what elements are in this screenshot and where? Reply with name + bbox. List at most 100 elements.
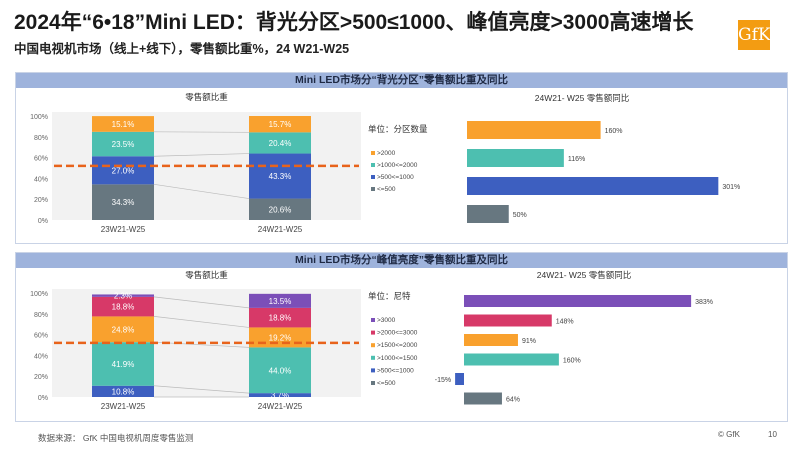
yoy-bar	[464, 295, 692, 307]
data-label: 3.7%	[271, 391, 289, 400]
connector-line	[153, 131, 250, 133]
y-tick-label: 80%	[34, 135, 48, 142]
stack-segment	[92, 294, 154, 297]
stack-segment	[249, 347, 311, 394]
legend-label: <=500	[377, 380, 396, 387]
yoy-bar	[464, 392, 502, 405]
y-tick-label: 40%	[34, 353, 48, 360]
legend-swatch	[371, 187, 375, 191]
stack-segment	[92, 316, 154, 343]
legend-swatch	[371, 381, 375, 385]
data-label: 64%	[506, 397, 520, 404]
legend-label: >3000	[377, 317, 396, 324]
data-label: 24.8%	[112, 325, 135, 334]
x-tick-label: 23W21-W25	[101, 225, 146, 234]
data-label: 18.8%	[112, 303, 135, 312]
data-label: 18.8%	[269, 314, 292, 323]
copyright: © GfK	[718, 430, 740, 439]
data-label: 15.1%	[112, 120, 135, 129]
legend-label: >1000<=2000	[377, 162, 418, 169]
legend-swatch	[371, 368, 375, 373]
x-tick-label: 24W21-W25	[258, 402, 303, 411]
stack-segment	[249, 132, 311, 154]
data-label: 50%	[513, 212, 527, 219]
data-label: 19.2%	[269, 333, 292, 342]
yoy-bar	[464, 353, 559, 366]
connector-line	[153, 153, 250, 157]
data-label: 160%	[563, 358, 581, 365]
data-label: 20.6%	[269, 205, 292, 214]
yoy-bar	[467, 149, 564, 167]
yoy-bar	[464, 334, 518, 346]
x-tick-label: 24W21-W25	[258, 225, 303, 234]
data-label: 2.3%	[114, 292, 132, 301]
chart-title: 24W21- W25 零售额同比	[537, 270, 631, 280]
stack-segment	[249, 116, 311, 133]
legend-label: >2000<=3000	[377, 330, 418, 337]
legend-label: >500<=1000	[377, 174, 414, 181]
legend-label: <=500	[377, 186, 396, 193]
stack-segment	[92, 296, 154, 317]
x-tick-label: 23W21-W25	[101, 402, 146, 411]
stack-segment	[92, 385, 154, 397]
yoy-bar	[467, 177, 719, 195]
unit-label: 单位：尼特	[368, 291, 411, 301]
stack-segment	[249, 393, 311, 397]
y-tick-label: 20%	[34, 374, 48, 381]
peak-brightness-panel: Mini LED市场分“峰值亮度”零售额比重及同比 零售额比重 0% 20% 40% 6…	[15, 252, 788, 422]
y-tick-label: 0%	[38, 218, 48, 225]
stack-segment	[92, 156, 154, 185]
data-label: -15%	[435, 377, 451, 384]
peak-brightness-charts: 零售额比重 0% 20% 40% 60% 80% 100% 10.8% 41.9% 24.8% 18…	[30, 270, 713, 411]
yoy-bar	[455, 373, 464, 385]
stack-segment	[92, 116, 154, 132]
gfk-logo: GfK	[738, 20, 771, 50]
data-label: 41.9%	[112, 360, 135, 369]
legend-swatch	[371, 163, 375, 167]
legend-label: >500<=1000	[377, 367, 414, 374]
y-tick-label: 80%	[34, 312, 48, 319]
stack-segment	[92, 184, 154, 220]
page-subtitle: 中国电视机市场（线上+线下），零售额比重%，24 W21-W25	[14, 42, 350, 56]
page-number: 10	[768, 430, 777, 439]
legend-swatch	[371, 151, 375, 155]
chart-title: 零售额比重	[185, 92, 228, 102]
legend-swatch	[371, 330, 375, 335]
stack-segment	[92, 131, 154, 157]
y-tick-label: 100%	[30, 291, 48, 298]
y-tick-label: 0%	[38, 395, 48, 402]
stack-segment	[249, 307, 311, 328]
legend-label: >1500<=2000	[377, 342, 418, 349]
data-label: 15.7%	[269, 120, 292, 129]
yoy-bar	[467, 121, 601, 139]
yoy-bar	[467, 205, 509, 223]
backlight-zone-charts: 零售额比重 0% 20% 40% 60% 80% 100% 34.3% 27.0% 23.5% 15…	[30, 92, 740, 234]
data-label: 91%	[522, 338, 536, 345]
legend-swatch	[371, 355, 375, 360]
unit-label: 单位：分区数量	[368, 124, 428, 134]
y-tick-label: 40%	[34, 176, 48, 183]
yoy-bar	[464, 314, 552, 327]
y-tick-label: 20%	[34, 197, 48, 204]
data-label: 20.4%	[269, 139, 292, 148]
data-label: 10.8%	[112, 387, 135, 396]
legend-label: >1000<=1500	[377, 355, 418, 362]
legend-label: >2000	[377, 150, 396, 157]
data-label: 34.3%	[112, 198, 135, 207]
panel-header: Mini LED市场分“峰值亮度”零售额比重及同比	[16, 253, 787, 268]
legend-swatch	[371, 318, 375, 322]
panel-header: Mini LED市场分“背光分区”零售额比重及同比	[16, 73, 787, 88]
data-label: 27.0%	[112, 166, 135, 175]
y-tick-label: 100%	[30, 114, 48, 121]
connector-line	[153, 183, 250, 199]
data-label: 116%	[568, 156, 585, 163]
connector-line	[153, 316, 250, 328]
stack-segment	[249, 293, 311, 308]
page-title: 2024年“6•18”Mini LED：背光分区>500≤1000、峰值亮度>3…	[14, 11, 694, 34]
data-source: 数据来源： GfK 中国电视机周度零售监测	[38, 433, 194, 443]
data-label: 23.5%	[112, 140, 135, 149]
data-label: 160%	[605, 128, 623, 135]
backlight-zone-panel: Mini LED市场分“背光分区”零售额比重及同比 零售额比重 0% 20% 40% 6…	[15, 72, 788, 244]
data-label: 383%	[695, 299, 713, 306]
data-label: 13.5%	[269, 297, 292, 306]
